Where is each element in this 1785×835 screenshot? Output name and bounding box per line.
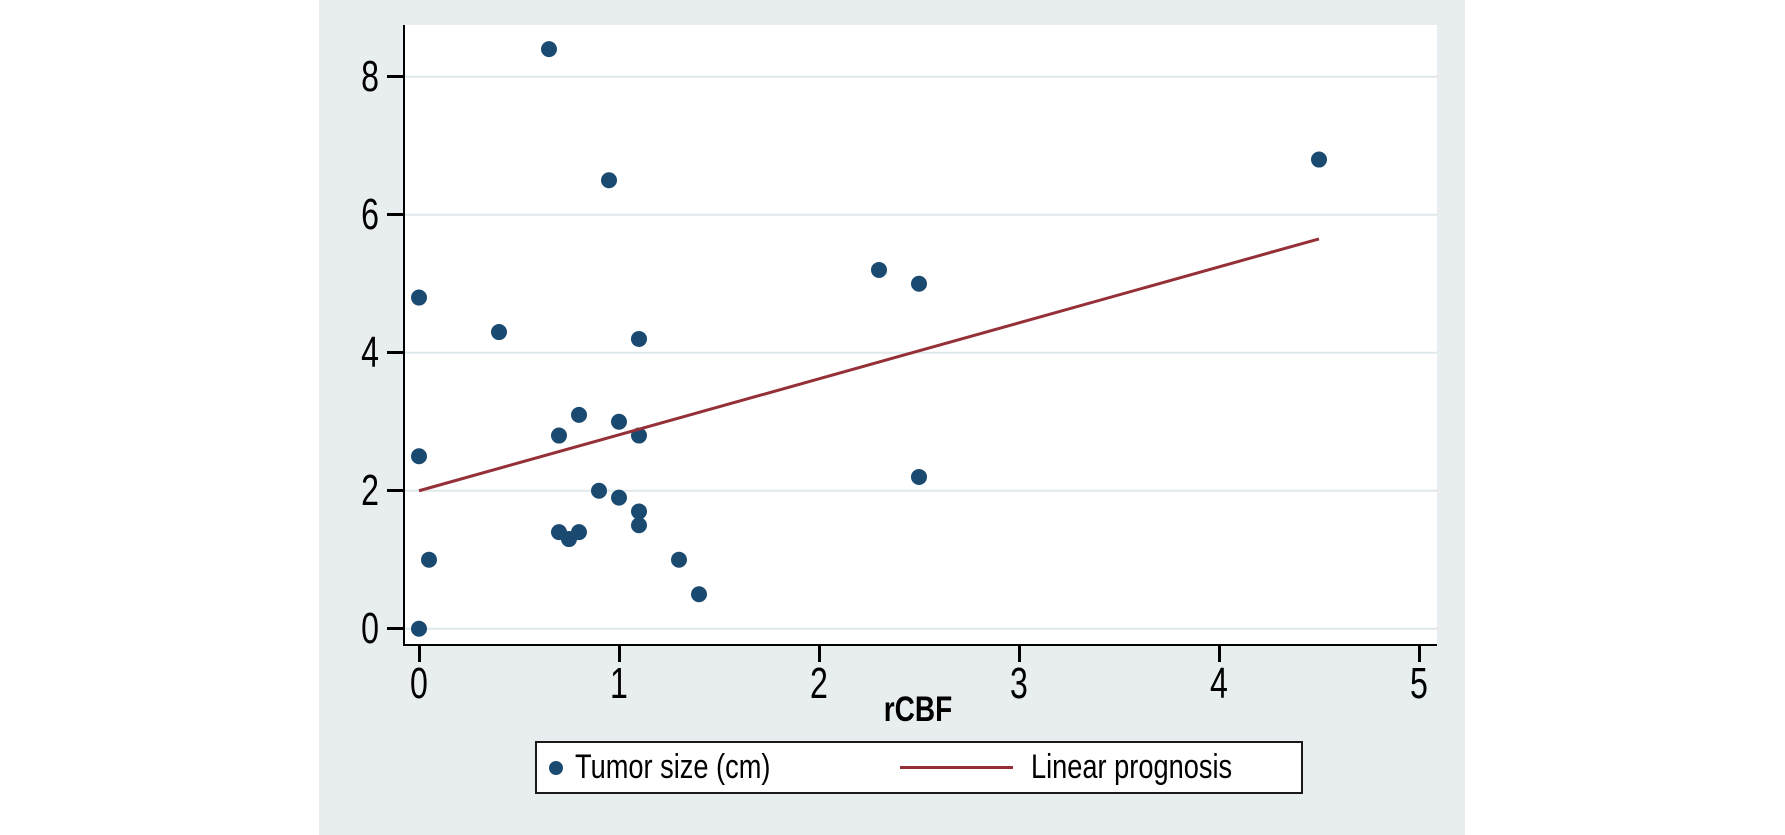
data-point xyxy=(911,468,927,485)
data-point xyxy=(541,41,557,58)
x-tick-mark xyxy=(1017,646,1021,662)
y-tick-mark xyxy=(387,75,403,79)
x-tick-label: 4 xyxy=(1210,659,1228,708)
legend: Tumor size (cm) Linear prognosis xyxy=(535,741,1303,794)
legend-label-linear-prognosis: Linear prognosis xyxy=(1031,748,1233,786)
x-tick-mark xyxy=(617,646,621,662)
data-point xyxy=(571,524,587,541)
data-point xyxy=(911,275,927,292)
data-point xyxy=(671,551,687,568)
data-point xyxy=(1311,151,1327,168)
x-tick-mark xyxy=(417,646,421,662)
x-tick-label: 3 xyxy=(1010,659,1028,708)
y-tick-label: 8 xyxy=(361,51,379,101)
data-point xyxy=(591,482,607,499)
x-tick-label: 1 xyxy=(610,659,628,708)
x-tick-mark xyxy=(1217,646,1221,662)
x-tick-label: 2 xyxy=(810,659,828,708)
data-point xyxy=(601,172,617,189)
plot-area xyxy=(403,25,1437,646)
x-tick-mark xyxy=(817,646,821,662)
y-tick-label: 2 xyxy=(361,465,379,515)
scatter-plot-figure: 0 2 4 6 8 0 1 2 3 4 5 rCBF Tumor size (cm) Linear … xyxy=(319,0,1465,835)
data-point xyxy=(551,427,567,444)
data-point xyxy=(691,586,707,603)
y-tick-mark xyxy=(387,489,403,493)
data-point xyxy=(631,330,647,347)
y-tick-label: 0 xyxy=(361,603,379,653)
y-tick-label: 4 xyxy=(361,327,379,377)
data-point xyxy=(411,620,427,637)
y-tick-mark xyxy=(387,213,403,217)
x-tick-mark xyxy=(1417,646,1421,662)
data-point xyxy=(611,413,627,430)
x-axis-title: rCBF xyxy=(883,690,953,729)
data-point xyxy=(631,517,647,534)
data-point xyxy=(611,489,627,506)
data-point xyxy=(411,448,427,465)
x-tick-label: 5 xyxy=(1410,659,1428,708)
plot-canvas xyxy=(403,25,1437,646)
y-tick-label: 6 xyxy=(361,189,379,239)
data-point xyxy=(411,289,427,306)
data-point xyxy=(871,261,887,278)
data-point xyxy=(421,551,437,568)
fit-line xyxy=(418,237,1320,493)
data-point xyxy=(491,324,507,341)
legend-label-tumor-size: Tumor size (cm) xyxy=(575,748,771,786)
y-tick-mark xyxy=(387,351,403,355)
x-tick-label: 0 xyxy=(410,659,428,708)
line-marker-icon xyxy=(900,765,1013,769)
y-tick-mark xyxy=(387,627,403,631)
scatter-marker-icon xyxy=(549,760,563,775)
data-point xyxy=(571,406,587,423)
data-point xyxy=(631,503,647,520)
